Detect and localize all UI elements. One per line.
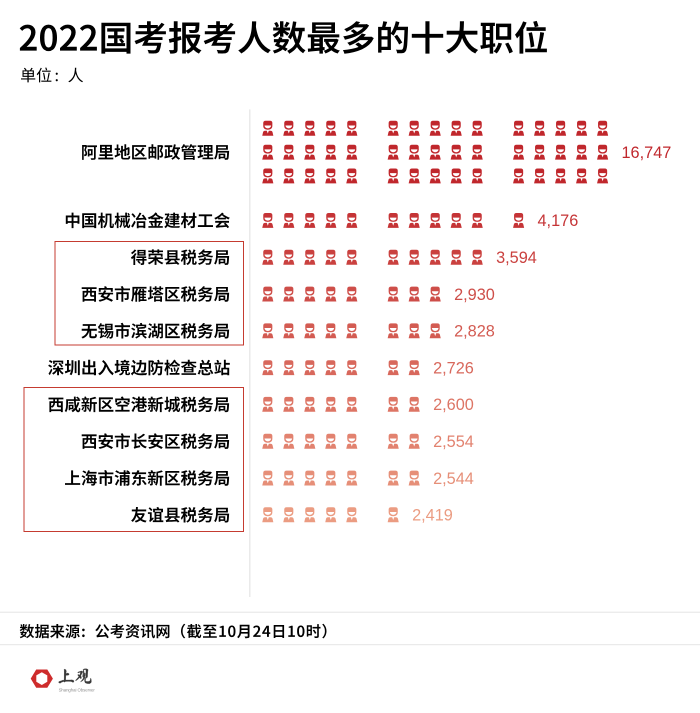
- svg-text:Shanghai Observer: Shanghai Observer: [59, 688, 96, 693]
- svg-text:2,544: 2,544: [433, 470, 474, 488]
- svg-text:3,594: 3,594: [496, 249, 537, 267]
- svg-text:2,726: 2,726: [433, 360, 474, 378]
- svg-text:2,554: 2,554: [433, 433, 474, 451]
- svg-text:2,600: 2,600: [433, 396, 474, 414]
- svg-text:4,176: 4,176: [538, 212, 579, 230]
- svg-text:2,419: 2,419: [412, 507, 453, 525]
- svg-text:16,747: 16,747: [622, 144, 672, 162]
- svg-text:2,828: 2,828: [454, 323, 495, 341]
- svg-text:2,930: 2,930: [454, 286, 495, 304]
